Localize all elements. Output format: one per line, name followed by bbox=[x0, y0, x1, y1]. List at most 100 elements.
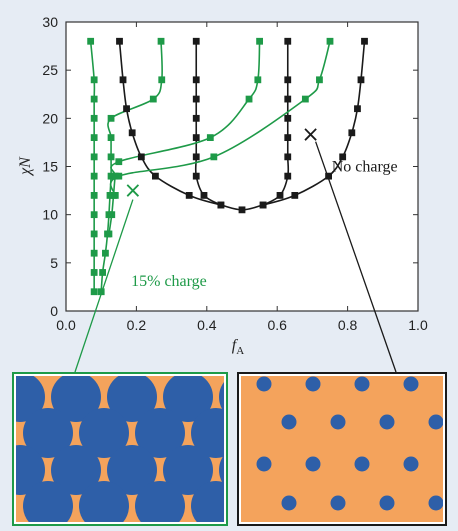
axis-ticks: 0.0 0.2 0.4 0.6 0.8 1.0 0 5 10 15 20 25 30 bbox=[42, 14, 428, 333]
uncharged-data-point bbox=[192, 37, 200, 45]
uncharged-data-point bbox=[284, 37, 292, 45]
uncharged-data-point bbox=[284, 172, 292, 180]
uncharged-morphology-inset bbox=[237, 372, 447, 526]
domain-sphere bbox=[163, 445, 213, 495]
charged-data-point bbox=[90, 134, 98, 141]
x-axis-title-main: f bbox=[232, 337, 239, 354]
domain-sphere bbox=[330, 495, 346, 511]
uncharged-state-marker: × bbox=[301, 123, 319, 148]
inset-content bbox=[16, 376, 224, 522]
uncharged-data-point bbox=[217, 201, 225, 209]
domain-sphere bbox=[256, 376, 272, 392]
y-tick-label: 20 bbox=[42, 110, 58, 126]
charged-data-point bbox=[326, 37, 334, 45]
charged-data-point bbox=[149, 95, 157, 103]
charged-data-point bbox=[90, 153, 98, 161]
charged-data-point bbox=[90, 114, 98, 122]
uncharged-data-point bbox=[291, 192, 299, 199]
uncharged-data-point bbox=[325, 172, 332, 180]
uncharged-data-point bbox=[339, 153, 347, 161]
domain-sphere bbox=[107, 445, 157, 495]
domain-sphere bbox=[305, 376, 321, 392]
uncharged-data-point bbox=[284, 114, 292, 122]
domain-sphere bbox=[163, 376, 213, 422]
domain-sphere bbox=[79, 481, 129, 522]
charged-data-point bbox=[99, 269, 107, 276]
uncharged-data-point bbox=[192, 134, 200, 141]
charged-data-point bbox=[256, 37, 263, 45]
x-tick-label: 0.0 bbox=[56, 317, 76, 333]
domain-sphere bbox=[191, 481, 224, 522]
charged-data-point bbox=[115, 172, 123, 180]
charged-data-point bbox=[90, 249, 98, 257]
y-tick-label: 30 bbox=[42, 14, 58, 30]
domain-sphere bbox=[403, 376, 419, 392]
uncharged-data-point bbox=[348, 129, 356, 137]
domain-sphere bbox=[51, 376, 101, 422]
domain-sphere bbox=[281, 495, 297, 511]
domain-sphere bbox=[256, 456, 272, 472]
charged-morphology-inset bbox=[12, 372, 228, 526]
charged-data-point bbox=[115, 158, 123, 166]
uncharged-data-point bbox=[361, 37, 368, 45]
x-tick-label: 0.2 bbox=[127, 317, 147, 333]
points-layer bbox=[87, 37, 368, 296]
charged-data-point bbox=[245, 95, 253, 103]
charged-connector-line bbox=[74, 199, 134, 373]
charged-data-point bbox=[105, 230, 113, 238]
charged-data-point bbox=[90, 95, 98, 103]
domain-sphere bbox=[191, 408, 224, 458]
domain-sphere bbox=[135, 481, 185, 522]
uncharged-data-point bbox=[238, 206, 246, 214]
y-tick-label: 15 bbox=[42, 159, 58, 175]
domain-sphere bbox=[330, 414, 346, 430]
charged-data-point bbox=[158, 76, 166, 84]
x-tick-label: 0.8 bbox=[338, 317, 358, 333]
uncharged-data-point bbox=[284, 153, 292, 161]
uncharged-data-point bbox=[123, 105, 130, 113]
domain-sphere bbox=[79, 408, 129, 458]
charged-data-point bbox=[301, 95, 309, 103]
charged-data-point bbox=[210, 153, 218, 161]
charged-data-point bbox=[157, 37, 165, 45]
uncharged-data-point bbox=[357, 76, 365, 84]
uncharged-data-point bbox=[192, 76, 200, 84]
domain-sphere bbox=[23, 481, 73, 522]
uncharged-data-point bbox=[284, 134, 292, 141]
charged-data-point bbox=[107, 114, 115, 122]
domain-sphere bbox=[219, 382, 224, 412]
y-tick-label: 10 bbox=[42, 207, 58, 223]
domain-sphere bbox=[428, 414, 443, 430]
uncharged-data-point bbox=[200, 192, 208, 199]
charged-data-point bbox=[111, 172, 119, 180]
uncharged-data-point bbox=[284, 95, 292, 103]
charged-data-point bbox=[102, 249, 109, 257]
inset-frame bbox=[12, 372, 228, 526]
charged-data-point bbox=[111, 192, 119, 199]
uncharged-data-point bbox=[119, 76, 127, 84]
charged-data-point bbox=[90, 288, 98, 296]
charged-data-point bbox=[97, 288, 105, 296]
inset-content bbox=[241, 376, 443, 522]
uncharged-data-point bbox=[192, 114, 200, 122]
charged-data-point bbox=[107, 172, 115, 180]
uncharged-data-point bbox=[354, 105, 361, 113]
domain-sphere bbox=[403, 456, 419, 472]
charged-data-point bbox=[107, 134, 115, 141]
uncharged-data-point bbox=[276, 192, 284, 199]
charged-data-point bbox=[316, 76, 323, 84]
domain-sphere bbox=[379, 495, 395, 511]
y-tick-label: 0 bbox=[50, 303, 58, 319]
charged-data-point bbox=[108, 211, 116, 219]
x-tick-label: 0.6 bbox=[267, 317, 287, 333]
charged-data-point bbox=[90, 269, 98, 276]
uncharged-data-point bbox=[152, 172, 159, 180]
x-tick-label: 1.0 bbox=[408, 317, 428, 333]
charged-label: 15% charge bbox=[131, 273, 207, 290]
domain-sphere bbox=[135, 408, 185, 458]
uncharged-data-point bbox=[137, 153, 145, 161]
charged-data-point bbox=[107, 153, 115, 161]
x-tick-label: 0.4 bbox=[197, 317, 217, 333]
